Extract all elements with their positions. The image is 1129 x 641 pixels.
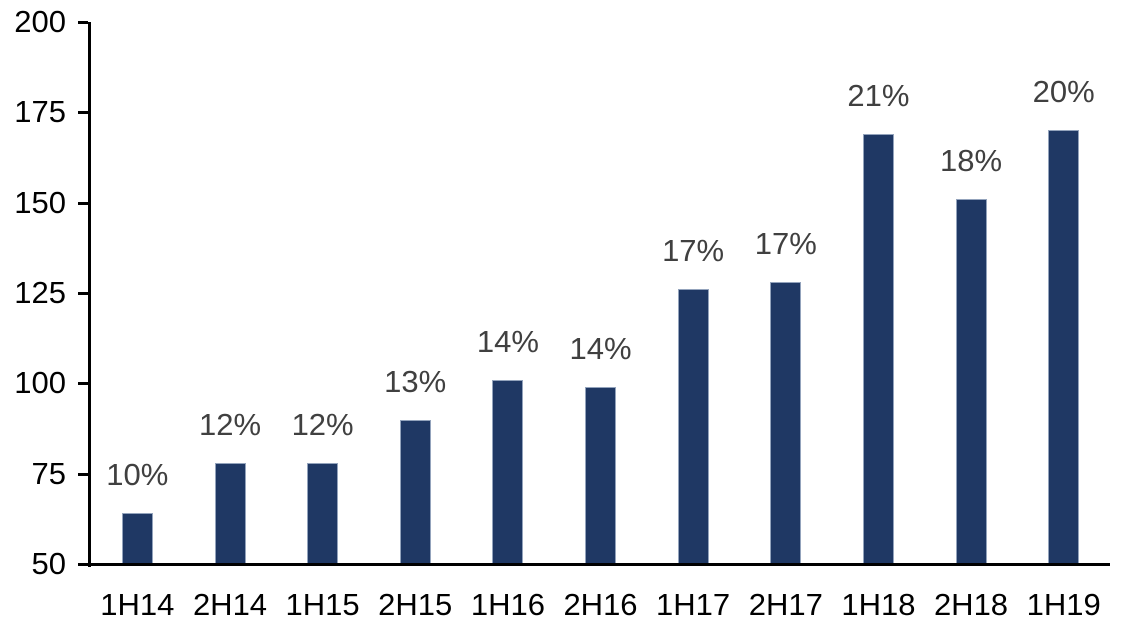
y-tick-label: 175 — [14, 94, 66, 129]
x-tick-label-1h19: 1H19 — [1026, 587, 1101, 622]
y-tick-label: 150 — [14, 185, 66, 220]
y-tick-mark — [78, 563, 88, 566]
x-tick-label-1h14: 1H14 — [100, 587, 175, 622]
x-tick-label-2h17: 2H17 — [748, 587, 823, 622]
bar-2h18 — [955, 199, 987, 564]
bar-value-label-1h19: 20% — [1032, 74, 1095, 110]
bar-value-label-2h15: 13% — [384, 363, 447, 399]
bar-value-label-1h16: 14% — [476, 323, 539, 359]
y-tick-label: 100 — [14, 365, 66, 400]
bar-2h15 — [399, 419, 431, 564]
y-tick-label: 200 — [14, 4, 66, 39]
bar-value-label-1h14: 10% — [106, 457, 169, 493]
bar-1h14 — [121, 513, 153, 564]
bar-value-label-2h18: 18% — [939, 143, 1003, 179]
y-axis-line — [88, 22, 91, 567]
x-tick-label-2h18: 2H18 — [933, 587, 1009, 622]
x-tick-label-1h17: 1H17 — [656, 587, 731, 622]
bar-1h18 — [862, 134, 894, 564]
y-tick-label: 50 — [31, 546, 66, 581]
bar-value-label-1h18: 21% — [847, 78, 910, 113]
bar-1h16 — [492, 379, 524, 564]
y-tick-label: 125 — [14, 275, 66, 310]
bar-2h14 — [214, 462, 246, 564]
y-tick-mark — [78, 202, 88, 205]
bar-2h16 — [585, 386, 616, 564]
x-tick-label-2h14: 2H14 — [192, 587, 268, 622]
x-tick-label-1h16: 1H16 — [470, 587, 545, 622]
x-axis-line — [88, 563, 1110, 566]
y-tick-mark — [78, 473, 88, 476]
x-tick-label-1h18: 1H18 — [841, 587, 916, 622]
y-tick-mark — [78, 111, 88, 114]
bar-1h17 — [677, 289, 709, 564]
y-tick-mark — [78, 382, 88, 385]
bar-value-label-1h17: 17% — [662, 233, 725, 269]
x-tick-label-1h15: 1H15 — [285, 587, 360, 622]
y-tick-label: 75 — [31, 456, 66, 491]
y-tick-mark — [78, 292, 88, 295]
bar-2h17 — [770, 282, 802, 564]
bar-1h15 — [307, 462, 339, 564]
bar-value-label-2h14: 12% — [198, 406, 262, 442]
bar-value-label-2h17: 17% — [754, 226, 817, 262]
bar-1h19 — [1048, 130, 1080, 564]
y-tick-mark — [78, 21, 88, 24]
bar-value-label-2h16: 14% — [569, 330, 632, 366]
bar-value-label-1h15: 12% — [291, 406, 354, 442]
x-tick-label-2h16: 2H16 — [563, 587, 638, 622]
x-tick-label-2h15: 2H15 — [378, 587, 453, 622]
